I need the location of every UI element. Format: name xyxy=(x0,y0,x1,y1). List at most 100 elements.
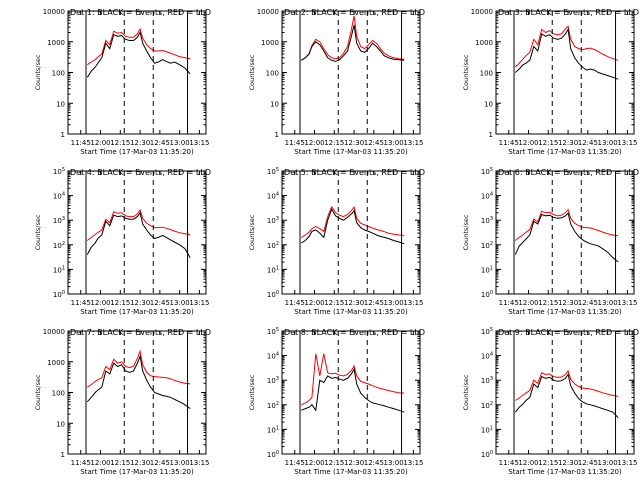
x-tick-label: 12:00 xyxy=(304,459,324,467)
series-events-line xyxy=(86,31,191,78)
series-events-line xyxy=(301,367,405,413)
panel-det-6: Det 6: BLACK = Events, RED = LLD10010110… xyxy=(462,167,639,316)
x-axis-label: Start Time (17-Mar-03 11:35:20) xyxy=(508,148,622,156)
y-tick-label: 1 xyxy=(489,131,493,139)
y-tick-label: 100 xyxy=(481,450,493,459)
y-axis-label: Counts/sec xyxy=(462,214,470,250)
y-tick-label: 100 xyxy=(52,390,65,398)
x-tick-label: 12:30 xyxy=(558,459,578,467)
y-tick-label: 100 xyxy=(53,290,65,299)
series-events-line xyxy=(514,373,619,419)
y-axis-label: Counts/sec xyxy=(34,214,42,250)
x-tick-label: 12:00 xyxy=(518,459,538,467)
x-tick-label: 13:15 xyxy=(403,459,423,467)
y-tick-label: 105 xyxy=(481,327,493,336)
x-tick-label: 12:15 xyxy=(324,139,344,147)
series-events-line xyxy=(86,211,191,258)
x-tick-label: 13:15 xyxy=(189,139,209,147)
y-tick-label: 100 xyxy=(480,70,493,78)
x-tick-label: 12:00 xyxy=(518,139,538,147)
y-axis-label: Counts/sec xyxy=(34,374,42,410)
x-tick-label: 12:15 xyxy=(110,139,130,147)
y-tick-label: 1000 xyxy=(261,39,279,47)
panel-det-3: Det 3: BLACK = Events, RED = LLD11010010… xyxy=(462,8,639,156)
x-axis-label: Start Time (17-Mar-03 11:35:20) xyxy=(508,308,622,316)
x-tick-label: 12:15 xyxy=(110,299,130,307)
panel-det-2: Det 2: BLACK = Events, RED = LLD11010010… xyxy=(248,8,425,156)
x-tick-label: 12:15 xyxy=(324,299,344,307)
y-tick-label: 105 xyxy=(53,167,65,176)
x-tick-label: 12:15 xyxy=(538,299,558,307)
x-tick-label: 13:15 xyxy=(189,459,209,467)
y-axis-label: Counts/sec xyxy=(248,214,256,250)
series-lld-line xyxy=(301,15,405,61)
plot-frame xyxy=(495,330,635,455)
x-tick-label: 12:00 xyxy=(90,459,110,467)
y-tick-label: 103 xyxy=(53,216,65,225)
y-axis-label: Counts/sec xyxy=(462,374,470,410)
x-tick-label: 12:45 xyxy=(150,139,170,147)
y-axis-label: Counts/sec xyxy=(34,54,42,90)
x-axis-label: Start Time (17-Mar-03 11:35:20) xyxy=(294,148,408,156)
x-tick-label: 13:15 xyxy=(617,459,637,467)
x-axis-label: Start Time (17-Mar-03 11:35:20) xyxy=(508,468,622,476)
series-lld-line xyxy=(301,353,405,406)
x-tick-label: 11:45 xyxy=(71,139,91,147)
x-axis-label: Start Time (17-Mar-03 11:35:20) xyxy=(294,308,408,316)
x-tick-label: 12:15 xyxy=(110,459,130,467)
x-tick-label: 12:00 xyxy=(304,299,324,307)
x-tick-label: 13:00 xyxy=(384,459,404,467)
y-tick-label: 105 xyxy=(481,167,493,176)
x-tick-label: 12:15 xyxy=(324,459,344,467)
y-tick-label: 101 xyxy=(267,265,279,274)
y-tick-label: 1 xyxy=(61,451,65,459)
x-tick-label: 12:45 xyxy=(150,459,170,467)
y-tick-label: 101 xyxy=(267,425,279,434)
y-tick-label: 1 xyxy=(61,131,65,139)
y-tick-label: 1000 xyxy=(47,359,65,367)
y-tick-label: 100 xyxy=(266,70,279,78)
y-tick-label: 10 xyxy=(270,100,279,108)
panel-det-9: Det 9: BLACK = Events, RED = LLD10010110… xyxy=(462,327,639,476)
y-axis-label: Counts/sec xyxy=(248,54,256,90)
x-tick-label: 12:30 xyxy=(130,299,150,307)
series-lld-line xyxy=(515,369,619,401)
x-tick-label: 12:45 xyxy=(364,139,384,147)
y-tick-label: 10 xyxy=(56,420,65,428)
x-axis-label: Start Time (17-Mar-03 11:35:20) xyxy=(294,468,408,476)
x-tick-label: 11:45 xyxy=(285,299,305,307)
x-tick-label: 11:45 xyxy=(285,139,305,147)
series-lld-line xyxy=(86,208,191,241)
series-events-line xyxy=(514,212,619,263)
x-tick-label: 11:45 xyxy=(71,299,91,307)
x-tick-label: 12:30 xyxy=(344,459,364,467)
y-tick-label: 10 xyxy=(56,100,65,108)
x-tick-label: 12:30 xyxy=(558,139,578,147)
x-tick-label: 13:00 xyxy=(384,299,404,307)
y-tick-label: 104 xyxy=(267,192,279,201)
plot-frame xyxy=(67,170,207,295)
x-tick-label: 12:30 xyxy=(130,459,150,467)
y-tick-label: 1 xyxy=(275,131,279,139)
y-tick-label: 1000 xyxy=(475,39,493,47)
y-tick-label: 10000 xyxy=(43,328,65,336)
series-lld-line xyxy=(301,205,405,238)
x-tick-label: 12:00 xyxy=(90,139,110,147)
x-tick-label: 12:45 xyxy=(364,459,384,467)
y-tick-label: 102 xyxy=(481,241,493,250)
x-tick-label: 13:00 xyxy=(598,459,618,467)
x-tick-label: 12:30 xyxy=(344,299,364,307)
y-tick-label: 104 xyxy=(481,192,493,201)
x-tick-label: 13:00 xyxy=(170,139,190,147)
y-tick-label: 102 xyxy=(53,241,65,250)
y-tick-label: 102 xyxy=(267,241,279,250)
plot-frame xyxy=(495,170,635,295)
y-tick-label: 101 xyxy=(481,265,493,274)
y-axis-label: Counts/sec xyxy=(462,54,470,90)
series-events-line xyxy=(301,208,405,245)
x-tick-label: 13:15 xyxy=(403,299,423,307)
y-tick-label: 100 xyxy=(52,70,65,78)
plot-frame xyxy=(281,330,421,455)
